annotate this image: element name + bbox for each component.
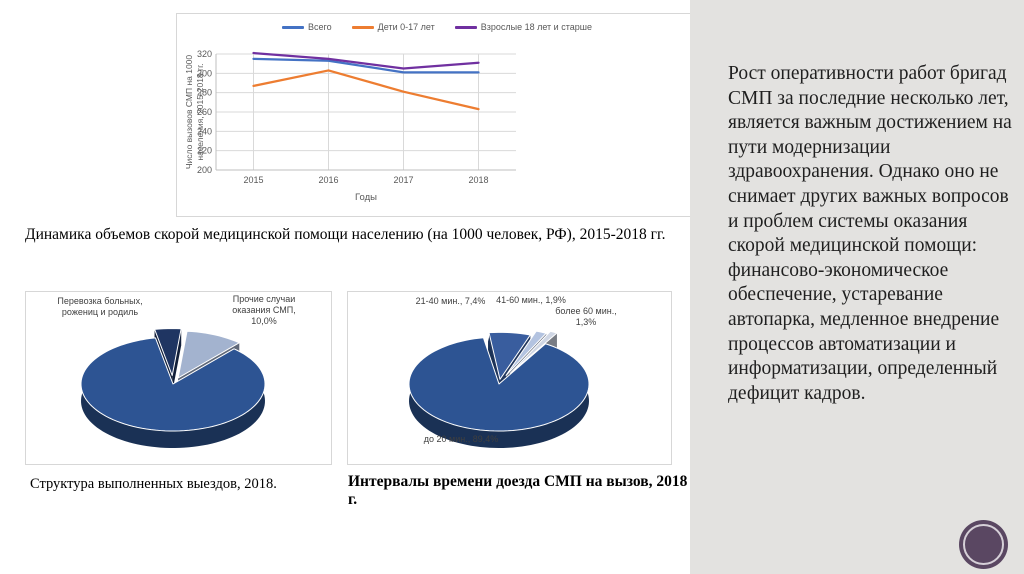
legend-swatch-icon [282,25,305,29]
pie1-caption: Структура выполненных выездов, 2018. [30,476,277,492]
svg-text:260: 260 [197,107,212,117]
legend-swatch-icon [351,25,374,29]
line-chart-svg: 200 220 240 260 280 300 320 2015 2016 2017 2018 [197,49,516,185]
pie2-label-21-40: 21-40 мин., 7,4% [415,296,486,306]
svg-text:2017: 2017 [393,175,413,185]
svg-text:200: 200 [197,165,212,175]
legend-label: Взрослые 18 лет и старше [480,22,592,32]
svg-text:280: 280 [197,88,212,98]
pie2-caption: Интервалы времени доезда СМП на вызов, 2… [348,473,688,508]
sidebar-panel: Рост оперативности работ бригад СМП за п… [690,0,1024,574]
legend: Всего Дети 0-17 лет Взрослые 18 лет и стар… [207,22,667,32]
pie2-svg [408,330,590,448]
logo-circle-icon [959,520,1008,569]
legend-label: Всего [308,22,332,32]
pie1-panel: Перевозка больных, рожениц и родиль Проч… [25,291,332,465]
legend-swatch-icon [454,25,477,29]
pie2-label-41-60: 41-60 мин., 1,9% [496,295,566,305]
line-chart-panel: 200 220 240 260 280 300 320 2015 2016 2017 2018 Вс… [176,13,695,217]
svg-text:300: 300 [197,68,212,78]
svg-text:2015: 2015 [243,175,263,185]
pie2-panel: 21-40 мин., 7,4% 41-60 мин., 1,9% более … [347,291,672,465]
legend-label: Дети 0-17 лет [377,22,435,32]
svg-text:220: 220 [197,146,212,156]
x-axis-title: Годы [355,192,377,203]
svg-text:240: 240 [197,126,212,136]
pie2-label-over-60: более 60 мин., 1,3% [555,306,617,327]
legend-item: Всего [282,22,332,32]
svg-text:2018: 2018 [468,175,488,185]
pie1-svg [80,328,266,448]
sidebar-text: Рост оперативности работ бригад СМП за п… [728,63,1012,404]
line-chart-caption: Динамика объемов скорой медицинской помо… [25,226,666,243]
legend-item: Взрослые 18 лет и старше [454,22,592,32]
pie1-label-other: Прочие случаи оказания СМП, 10,0% [232,294,296,326]
logo-ring-icon [963,524,1004,565]
pie1-label-transport: Перевозка больных, рожениц и родиль [57,296,143,317]
svg-text:2016: 2016 [318,175,338,185]
legend-item: Дети 0-17 лет [351,22,435,32]
svg-text:320: 320 [197,49,212,59]
pie2-label-under-20: до 20 мин., 89,4% [423,434,499,444]
